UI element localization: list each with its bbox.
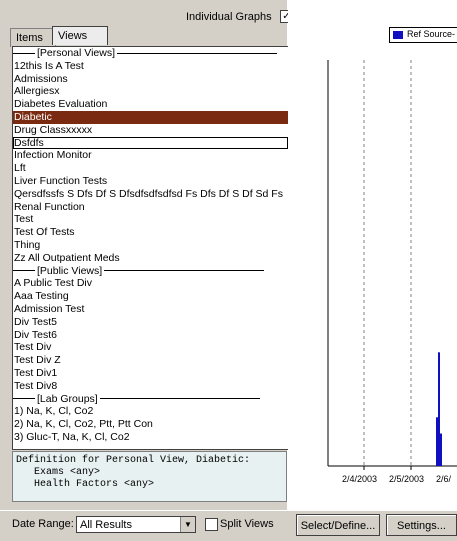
definition-line: Exams <any> [16, 467, 101, 478]
list-item[interactable]: Thing [14, 238, 41, 251]
list-item[interactable]: A Public Test Div [14, 277, 93, 290]
select-define-button[interactable]: Select/Define... [296, 514, 380, 536]
list-item[interactable]: Lft [14, 162, 26, 175]
list-item[interactable]: 12this Is A Test [14, 59, 84, 72]
list-item[interactable]: 3) Gluc-T, Na, K, Cl, Co2 [14, 430, 130, 443]
list-item[interactable]: Admissions [14, 72, 68, 85]
header-rule [13, 270, 35, 272]
list-item[interactable]: Test Div1 [14, 366, 58, 379]
header-rule [13, 398, 35, 400]
list-group-title: [Personal Views] [37, 47, 116, 59]
tab-views[interactable]: Views [52, 26, 108, 45]
list-item[interactable]: 2) Na, K, Cl, Co2, Ptt, Ptt Con [14, 418, 153, 431]
list-item[interactable]: Aaa Testing [14, 290, 69, 303]
list-group-title: [Lab Groups] [37, 392, 98, 405]
list-group-header: [Lab Groups] [13, 393, 288, 406]
split-views-checkbox[interactable] [205, 518, 218, 531]
list-item[interactable]: Diabetes Evaluation [14, 98, 108, 111]
list-item[interactable]: Div Test5 [14, 315, 57, 328]
x-tick-label: 2/5/2003 [389, 474, 424, 484]
legend-label: Ref Source- [407, 29, 456, 39]
list-item[interactable]: Admission Test [14, 302, 85, 315]
definition-line: Health Factors <any> [16, 479, 155, 490]
settings-button[interactable]: Settings... [386, 514, 457, 536]
header-rule [99, 398, 260, 400]
date-range-value: All Results [80, 519, 132, 531]
list-item[interactable]: Qersdfssfs S Dfs Df S Dfsdfsdfsdfsd Fs D… [14, 187, 283, 200]
date-range-label: Date Range: [12, 518, 74, 530]
list-item[interactable]: Allergiesx [14, 85, 60, 98]
list-item[interactable]: Dsfdfs [13, 136, 288, 150]
chevron-down-icon[interactable]: ▼ [180, 517, 195, 532]
list-item[interactable]: Test Div8 [14, 379, 58, 392]
split-views-label: Split Views [220, 518, 274, 530]
views-listbox[interactable]: [Personal Views] 12this Is A Test Admissio… [12, 46, 289, 450]
list-item[interactable]: Test Div [14, 341, 52, 354]
header-rule [117, 52, 278, 54]
chart-area: Ref Source- 2/4/2003 2/5/2003 2/6/ [288, 0, 457, 510]
data-bar [438, 352, 440, 466]
chart-legend: Ref Source- [389, 27, 457, 43]
list-item[interactable]: Test Of Tests [14, 226, 75, 239]
list-group-title: [Public Views] [37, 264, 103, 277]
list-item[interactable]: Infection Monitor [14, 149, 92, 162]
list-item[interactable]: Liver Function Tests [14, 174, 108, 187]
legend-swatch [393, 31, 403, 39]
views-panel: Individual Graphs ✓ Items Views [Persona… [8, 0, 293, 510]
x-tick-label: 2/6/ [436, 474, 452, 484]
header-rule [104, 270, 265, 272]
date-range-select[interactable]: All Results ▼ [76, 516, 196, 533]
list-item[interactable]: Test Div Z [14, 354, 61, 367]
definition-box: Definition for Personal View, Diabetic: … [12, 451, 287, 502]
definition-title: Definition for Personal View, Diabetic: [16, 455, 251, 466]
list-group-header: [Personal Views] [13, 47, 288, 60]
list-item[interactable]: Div Test6 [14, 328, 57, 341]
list-group-header: [Public Views] [13, 265, 288, 278]
header-rule [13, 52, 35, 54]
chart-plot: 2/4/2003 2/5/2003 2/6/ [327, 60, 457, 484]
individual-graphs-label: Individual Graphs [186, 11, 272, 23]
list-item[interactable]: Renal Function [14, 200, 85, 213]
list-item[interactable]: Drug Classxxxxx [14, 123, 93, 136]
bottom-toolbar: Date Range: All Results ▼ Split Views Se… [0, 510, 457, 541]
data-bar [436, 417, 438, 466]
tab-items[interactable]: Items [10, 28, 56, 47]
data-bar [440, 433, 442, 466]
list-item[interactable]: Test [14, 213, 34, 226]
list-item[interactable]: 1) Na, K, Cl, Co2 [14, 405, 94, 418]
list-item[interactable]: Diabetic [13, 110, 288, 124]
list-item[interactable]: Zz All Outpatient Meds [14, 251, 120, 264]
x-tick-label: 2/4/2003 [342, 474, 377, 484]
